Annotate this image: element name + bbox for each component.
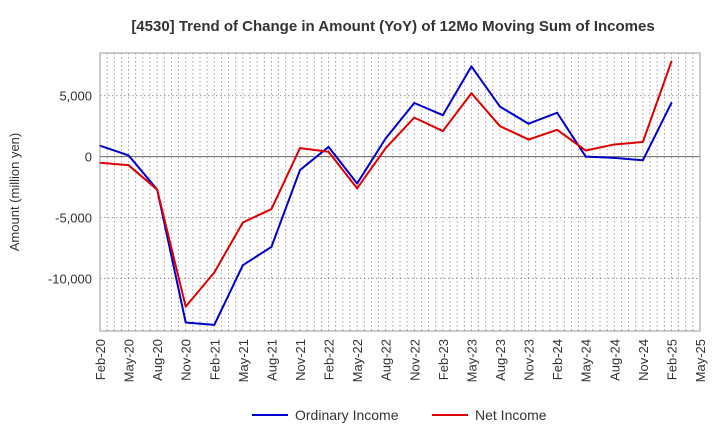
data-point — [184, 321, 187, 324]
data-point — [670, 60, 673, 63]
y-tick-label: 0 — [85, 150, 92, 165]
data-point — [441, 130, 444, 133]
x-tick-label: Feb-25 — [664, 339, 679, 380]
x-tick-label: May-22 — [350, 339, 365, 382]
y-tick-label: -10,000 — [48, 272, 92, 287]
plot-background — [100, 53, 700, 331]
x-tick-label: Aug-22 — [379, 339, 394, 381]
series-lines — [99, 60, 673, 326]
y-tick-label: 5,000 — [59, 89, 92, 104]
x-tick-label: Nov-23 — [522, 339, 537, 381]
data-point — [213, 271, 216, 274]
x-tick-label: May-21 — [236, 339, 251, 382]
data-point — [441, 114, 444, 117]
y-axis-label: Amount (million yen) — [7, 133, 22, 252]
data-point — [384, 137, 387, 140]
x-tick-label: Aug-20 — [150, 339, 165, 381]
x-tick-label: May-23 — [464, 339, 479, 382]
data-point — [556, 111, 559, 114]
data-point — [499, 105, 501, 108]
data-point — [127, 154, 130, 157]
x-tick-label: Aug-24 — [607, 339, 622, 381]
data-point — [356, 187, 359, 190]
data-point — [241, 221, 244, 224]
x-tick-label: Feb-23 — [436, 339, 451, 380]
data-point — [270, 208, 273, 211]
data-point — [641, 141, 644, 144]
data-point — [413, 116, 416, 119]
data-point — [299, 147, 301, 150]
x-tick-label: Feb-21 — [207, 339, 222, 380]
data-point — [613, 156, 616, 159]
x-tick-label: May-25 — [693, 339, 708, 382]
legend-label: Net Income — [475, 407, 547, 423]
x-tick-label: Aug-23 — [493, 339, 508, 381]
data-point — [299, 169, 301, 172]
y-tick-label: -5,000 — [55, 211, 92, 226]
data-point — [327, 145, 330, 148]
data-point — [270, 245, 273, 248]
x-tick-label: Nov-21 — [293, 339, 308, 381]
chart-title: [4530] Trend of Change in Amount (YoY) o… — [131, 18, 654, 35]
plot-area — [99, 52, 701, 332]
x-tick-label: Nov-22 — [407, 339, 422, 381]
x-tick-label: May-20 — [122, 339, 137, 382]
y-tick-labels: 5,000 0 -5,000 -10,000 — [48, 89, 92, 287]
x-tick-label: May-24 — [579, 339, 594, 382]
data-point — [356, 182, 359, 185]
legend: Ordinary Income Net Income — [252, 407, 547, 423]
data-point — [156, 188, 159, 191]
data-point — [241, 264, 244, 267]
x-tick-label: Nov-20 — [179, 339, 194, 381]
data-point — [384, 147, 387, 150]
data-point — [556, 128, 559, 131]
data-point — [670, 101, 673, 104]
data-point — [527, 122, 530, 125]
data-point — [584, 149, 587, 152]
data-point — [499, 125, 501, 128]
data-point — [641, 159, 644, 162]
data-point — [584, 155, 587, 158]
x-tick-label: Feb-24 — [550, 339, 565, 380]
data-point — [470, 65, 473, 68]
data-point — [184, 305, 187, 308]
data-point — [327, 150, 330, 153]
plot-border — [99, 52, 701, 332]
data-point — [213, 323, 216, 326]
x-tick-label: Nov-24 — [636, 339, 651, 381]
data-point — [527, 138, 530, 141]
data-point — [127, 164, 130, 167]
x-tick-label: Aug-21 — [264, 339, 279, 381]
x-tick-label: Feb-20 — [93, 339, 108, 380]
data-point — [413, 101, 416, 104]
x-tick-labels: Feb-20 May-20 Aug-20 Nov-20 Feb-21 May-21 Aug-… — [93, 339, 708, 382]
x-tick-label: Feb-22 — [322, 339, 337, 380]
data-point — [613, 143, 616, 146]
legend-label: Ordinary Income — [295, 407, 399, 423]
data-point — [470, 92, 473, 95]
